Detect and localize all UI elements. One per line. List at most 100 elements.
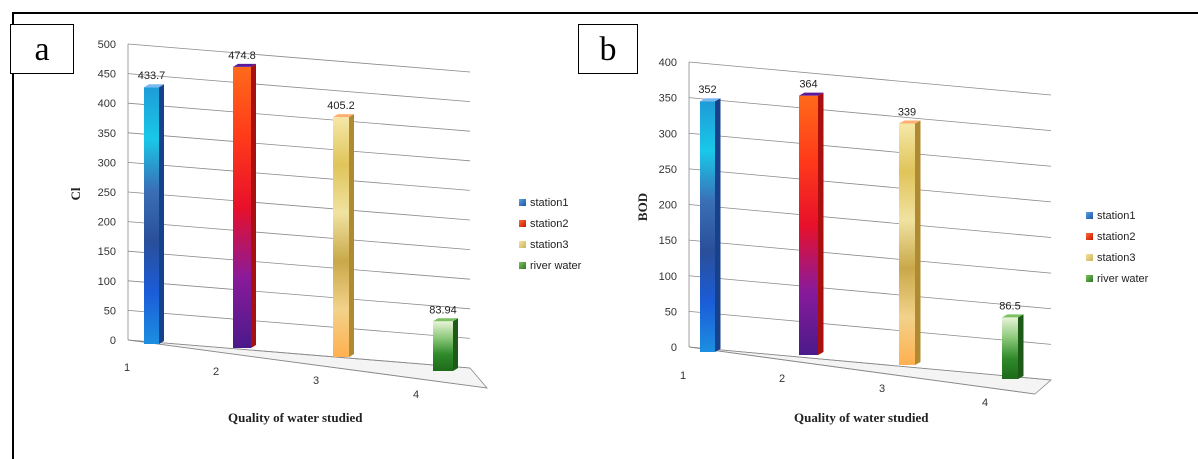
- y-tick-label: 150: [659, 235, 677, 247]
- gridline: [688, 204, 1052, 238]
- y-tick-label: 500: [98, 39, 116, 51]
- x-tick-label: 1: [124, 362, 130, 374]
- gridline: [688, 346, 1052, 381]
- bar-side: [159, 84, 164, 344]
- bar-station2: [233, 66, 251, 349]
- x-axis-line: [688, 346, 1036, 395]
- legend-item-station1: station1: [1086, 205, 1148, 226]
- gridline: [688, 132, 1052, 167]
- bar-side: [1018, 314, 1024, 379]
- legend-label: river water: [1097, 272, 1149, 285]
- gridline: [127, 102, 471, 132]
- bar-top: [433, 318, 458, 322]
- gridline: [688, 310, 1052, 345]
- bar-station1: [144, 87, 159, 344]
- y-axis-label-a: Cl: [68, 187, 83, 201]
- y-tick-label: 350: [659, 93, 677, 105]
- legend-label: river water: [530, 259, 582, 272]
- legend-swatch: [1086, 212, 1093, 219]
- x-tick-label: 1: [680, 370, 686, 382]
- legend-a: station1 station2 station3 river water: [519, 192, 581, 276]
- legend-item-station2: station2: [519, 213, 581, 234]
- data-label: 405.2: [327, 100, 355, 112]
- bar-top: [899, 120, 921, 124]
- x-tick-label: 3: [313, 375, 319, 387]
- bar-top: [799, 92, 824, 96]
- x-tick-label: 2: [213, 366, 219, 378]
- legend-label: station3: [1097, 251, 1136, 264]
- bar-station3: [333, 117, 349, 357]
- bar-side: [349, 114, 354, 357]
- legend-item-station1: station1: [519, 192, 581, 213]
- data-label: 433.7: [138, 70, 166, 82]
- y-tick-label: 150: [98, 246, 116, 258]
- y-axis-label-b: BOD: [635, 192, 650, 222]
- gridline: [688, 275, 1052, 310]
- data-label: 86.5: [999, 300, 1020, 312]
- legend-swatch: [519, 241, 526, 248]
- gridline: [127, 162, 471, 191]
- gridline: [127, 339, 471, 369]
- bar-river-water: [433, 321, 453, 371]
- bar-side: [715, 98, 721, 352]
- chart-panel-a: 0 50 100 150 200 250 300 350 400 450 500 1 2 3 4 433.7 4…: [0, 0, 590, 459]
- legend-swatch: [519, 220, 526, 227]
- legend-item-river-water: river water: [1086, 268, 1148, 289]
- y-tick-label: 0: [110, 335, 116, 347]
- x-tick-label: 4: [982, 397, 988, 409]
- y-tick-label: 50: [104, 305, 116, 317]
- chart-a-plot: 0 50 100 150 200 250 300 350 400 450 500 1 2 3 4 433.7 4…: [98, 39, 488, 401]
- bar-top: [333, 114, 354, 118]
- y-tick-label: 300: [659, 128, 677, 140]
- y-tick-label: 250: [98, 187, 116, 199]
- legend-b: station1 station2 station3 river water: [1086, 205, 1148, 289]
- gridline: [127, 250, 471, 280]
- data-label: 352: [698, 84, 716, 96]
- x-tick-label: 4: [413, 389, 419, 401]
- gridline: [127, 132, 471, 162]
- bar-side: [915, 120, 921, 366]
- x-tick-label: 2: [779, 373, 785, 385]
- gridline: [688, 61, 1052, 96]
- legend-label: station1: [530, 196, 569, 209]
- data-label: 339: [898, 106, 916, 118]
- y-tick-label: 400: [98, 98, 116, 110]
- legend-label: station3: [530, 238, 569, 251]
- legend-swatch: [1086, 275, 1093, 282]
- bar-river-water: [1002, 317, 1018, 379]
- y-tick-label: 200: [659, 200, 677, 212]
- bar-side: [251, 63, 256, 349]
- gridline: [688, 168, 1052, 203]
- legend-label: station2: [1097, 230, 1136, 243]
- x-axis-label-a: Quality of water studied: [228, 410, 363, 425]
- y-tick-label: 200: [98, 217, 116, 229]
- legend-swatch: [1086, 254, 1093, 261]
- figure-frame: [12, 12, 1198, 459]
- data-label: 83.94: [429, 304, 457, 316]
- legend-swatch: [519, 262, 526, 269]
- bar-top: [233, 63, 256, 67]
- y-tick-label: 450: [98, 69, 116, 81]
- legend-swatch: [519, 199, 526, 206]
- chart-b-plot: 0 50 100 150 200 250 300 350 400 1 2 3 4 352 364 339 86.…: [659, 57, 1052, 409]
- x-axis-label-b: Quality of water studied: [794, 410, 929, 425]
- legend-label: station1: [1097, 209, 1136, 222]
- gridline: [127, 280, 471, 310]
- bar-top: [144, 84, 164, 88]
- y-tick-label: 100: [659, 271, 677, 283]
- y-tick-label: 300: [98, 157, 116, 169]
- legend-label: station2: [530, 217, 569, 230]
- data-label: 474.8: [228, 50, 256, 62]
- legend-item-station3: station3: [1086, 247, 1148, 268]
- bar-side: [818, 92, 824, 356]
- legend-item-station2: station2: [1086, 226, 1148, 247]
- y-tick-label: 350: [98, 128, 116, 140]
- legend-item-river-water: river water: [519, 255, 581, 276]
- data-label: 364: [799, 79, 817, 91]
- legend-item-station3: station3: [519, 234, 581, 255]
- bar-station3: [899, 123, 915, 366]
- y-tick-label: 50: [665, 306, 677, 318]
- gridline: [127, 43, 471, 73]
- gridline: [127, 221, 471, 250]
- gridline: [688, 97, 1052, 132]
